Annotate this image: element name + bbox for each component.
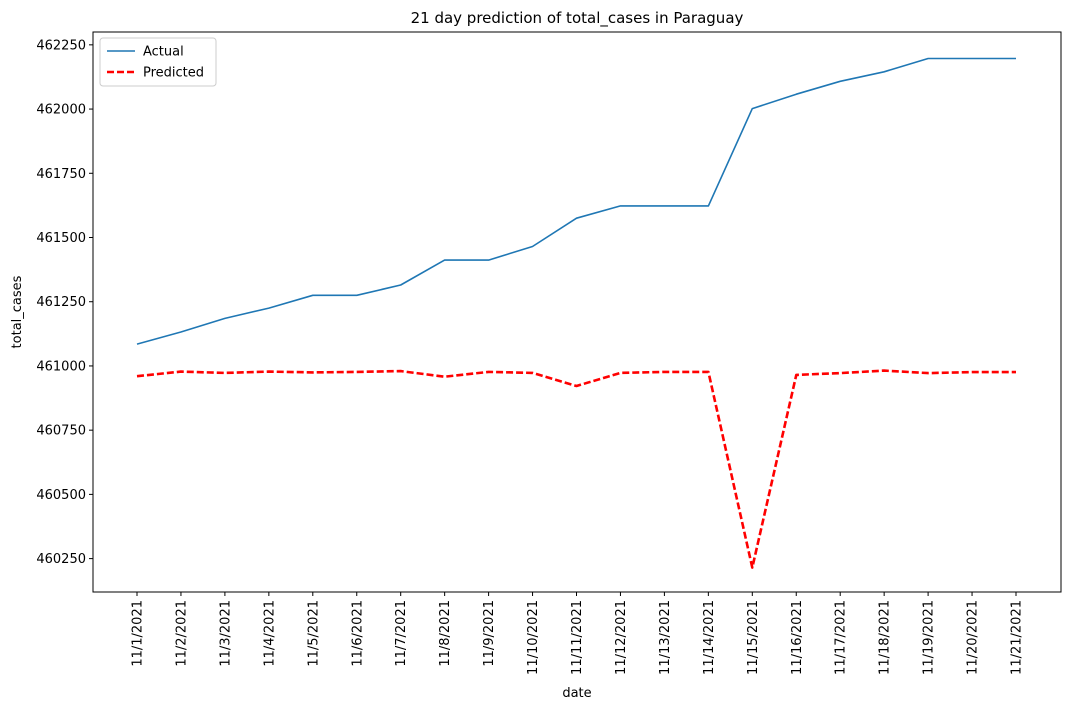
x-tick-label: 11/18/2021 xyxy=(878,600,893,675)
x-tick-label: 11/14/2021 xyxy=(702,600,717,675)
x-tick-label: 11/12/2021 xyxy=(614,600,629,675)
x-tick-label: 11/6/2021 xyxy=(350,600,365,667)
y-tick-label: 460500 xyxy=(36,488,86,503)
x-tick-label: 11/13/2021 xyxy=(658,600,673,675)
y-tick-label: 460250 xyxy=(36,552,86,567)
y-tick-label: 461750 xyxy=(36,167,86,182)
x-axis: 11/1/2021 11/2/2021 11/3/2021 11/4/2021 11/5… xyxy=(131,592,1025,675)
y-axis: 460250 460500 460750 461000 461250 461500 4617… xyxy=(36,38,93,567)
x-tick-label: 11/10/2021 xyxy=(526,600,541,675)
y-axis-label: total_cases xyxy=(10,275,25,348)
chart-title: 21 day prediction of total_cases in Para… xyxy=(411,9,744,28)
y-tick-label: 462250 xyxy=(36,38,86,53)
x-tick-label: 11/21/2021 xyxy=(1010,600,1025,675)
y-tick-label: 462000 xyxy=(36,103,86,118)
x-tick-label: 11/20/2021 xyxy=(966,600,981,675)
x-tick-label: 11/15/2021 xyxy=(746,600,761,675)
y-tick-label: 461000 xyxy=(36,359,86,374)
x-tick-label: 11/8/2021 xyxy=(438,600,453,667)
y-tick-label: 461250 xyxy=(36,295,86,310)
legend: Actual Predicted xyxy=(99,37,217,87)
plot-frame xyxy=(92,31,1062,593)
y-tick-label: 461500 xyxy=(36,231,86,246)
legend-label-predicted: Predicted xyxy=(143,66,204,81)
legend-label-actual: Actual xyxy=(143,45,184,60)
x-tick-label: 11/1/2021 xyxy=(131,600,146,667)
x-tick-label: 11/5/2021 xyxy=(306,600,321,667)
plot-area xyxy=(136,57,1016,569)
x-tick-label: 11/19/2021 xyxy=(922,600,937,675)
x-tick-label: 11/4/2021 xyxy=(262,600,277,667)
legend-box xyxy=(99,37,217,87)
x-tick-label: 11/7/2021 xyxy=(394,600,409,667)
x-tick-label: 11/11/2021 xyxy=(570,600,585,675)
series-line-actual xyxy=(136,57,1016,345)
series-line-predicted xyxy=(136,369,1016,569)
y-tick-label: 460750 xyxy=(36,424,86,439)
x-tick-label: 11/16/2021 xyxy=(790,600,805,675)
x-tick-label: 11/17/2021 xyxy=(834,600,849,675)
x-tick-label: 11/2/2021 xyxy=(174,600,189,667)
x-tick-label: 11/3/2021 xyxy=(218,600,233,667)
x-axis-label: date xyxy=(562,686,591,701)
x-tick-label: 11/9/2021 xyxy=(482,600,497,667)
